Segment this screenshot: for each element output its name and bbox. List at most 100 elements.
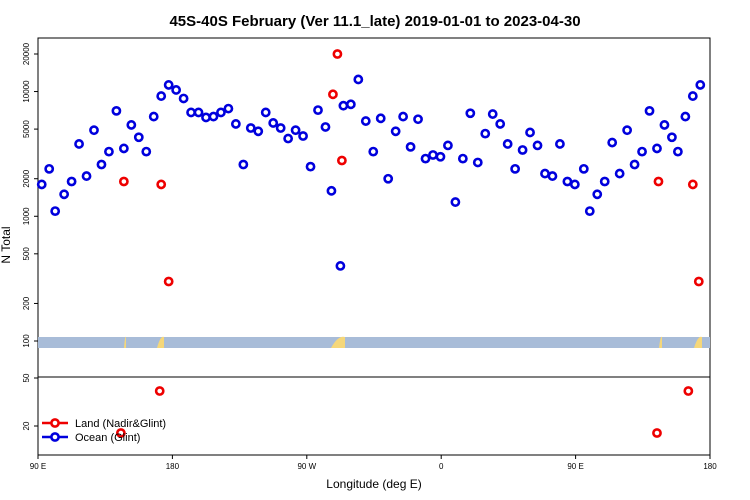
ocean-point — [104, 146, 114, 157]
x-axis: 90 E 180 90 W 0 90 E 180 — [30, 455, 717, 471]
ocean-point — [148, 111, 159, 122]
ocean-point — [345, 99, 356, 110]
ocean-point — [457, 153, 468, 164]
ocean-point — [435, 151, 446, 162]
y-tick-label: 20000 — [22, 42, 31, 65]
ocean-point — [360, 116, 371, 126]
land-point — [118, 176, 129, 187]
lower-panel-frame — [37, 376, 711, 456]
ocean-point — [532, 140, 543, 151]
ocean-point — [326, 185, 337, 196]
ocean-point — [253, 126, 264, 137]
ocean-point — [118, 143, 129, 154]
ocean-point — [353, 74, 364, 85]
ocean-point — [540, 168, 550, 179]
ocean-series — [36, 74, 706, 271]
ocean-point — [652, 143, 662, 154]
ocean-point — [36, 179, 47, 190]
ocean-point — [66, 176, 77, 187]
land-ocean-mask-band — [38, 336, 710, 348]
land-mask-patch — [331, 336, 345, 348]
ocean-point — [290, 125, 301, 136]
ocean-point — [111, 105, 122, 116]
ocean-point — [245, 123, 256, 133]
ocean-point — [186, 107, 196, 118]
ocean-point — [383, 173, 394, 184]
land-mask-patch — [694, 336, 702, 348]
x-tick-label: 90 E — [567, 462, 583, 471]
y-axis-upper: 100 200 500 1000 2000 5000 10000 20000 — [22, 42, 38, 348]
land-point — [115, 428, 126, 438]
ocean-point — [637, 146, 647, 157]
land-point — [332, 49, 343, 59]
ocean-point — [607, 137, 618, 148]
ocean-point — [268, 118, 279, 128]
land-series — [115, 49, 704, 438]
ocean-point — [622, 125, 633, 136]
ocean-point — [525, 127, 535, 138]
ocean-point — [390, 126, 401, 137]
land-point — [683, 386, 694, 396]
ocean-point — [201, 112, 211, 123]
ocean-point — [465, 108, 476, 119]
ocean-point — [472, 157, 483, 168]
ocean-point — [680, 111, 691, 122]
ocean-point — [163, 80, 174, 90]
land-point — [653, 176, 664, 187]
y-tick-label: 5000 — [22, 120, 31, 138]
ocean-point — [298, 131, 308, 141]
ocean-point — [599, 176, 610, 187]
ocean-point — [517, 145, 528, 155]
land-point — [336, 155, 347, 166]
y-tick-label: 2000 — [22, 169, 31, 187]
ocean-point — [644, 105, 655, 116]
ocean-point — [502, 139, 513, 149]
ocean-point — [592, 189, 603, 200]
ocean-point — [223, 103, 234, 114]
ocean-point — [81, 171, 92, 181]
ocean-point — [216, 107, 226, 118]
ocean-point — [480, 128, 491, 139]
ocean-point — [428, 150, 438, 160]
ocean-point — [193, 107, 204, 118]
y-tick-label: 1000 — [22, 207, 31, 225]
ocean-point — [260, 107, 271, 118]
land-point — [154, 386, 165, 396]
ocean-point — [208, 111, 219, 122]
ocean-point — [405, 141, 416, 152]
land-point — [693, 276, 704, 287]
land-point — [328, 89, 338, 100]
ocean-point — [510, 163, 521, 174]
y-tick-label: 20 — [22, 421, 31, 430]
ocean-point — [320, 122, 331, 132]
x-tick-label: 180 — [703, 462, 717, 471]
upper-panel-frame — [37, 37, 711, 378]
ocean-point — [156, 91, 167, 101]
ocean-point — [96, 159, 107, 170]
ocean-point — [667, 132, 677, 143]
land-mask-patch — [157, 336, 164, 348]
ocean-point — [614, 168, 625, 179]
chart-title: 45S-40S February (Ver 11.1_late) 2019-01… — [169, 13, 580, 30]
ocean-point — [338, 100, 349, 111]
ocean-mask — [38, 337, 710, 348]
y-tick-label: 200 — [22, 296, 31, 310]
ocean-point — [50, 206, 61, 217]
ocean-point — [230, 119, 241, 129]
ocean-point — [126, 120, 137, 130]
land-point — [687, 179, 698, 190]
ocean-point — [89, 125, 99, 136]
ocean-point — [313, 105, 323, 115]
ocean-point — [547, 171, 558, 181]
ocean-point — [629, 159, 640, 170]
ocean-point — [450, 197, 461, 207]
y-tick-label: 10000 — [22, 80, 31, 103]
x-axis-label: Longitude (deg E) — [326, 477, 421, 491]
legend-marker — [50, 432, 60, 442]
ocean-point — [368, 146, 379, 157]
ocean-point — [695, 80, 706, 90]
land-mask-patch — [124, 336, 126, 348]
y-tick-label: 500 — [22, 247, 31, 261]
